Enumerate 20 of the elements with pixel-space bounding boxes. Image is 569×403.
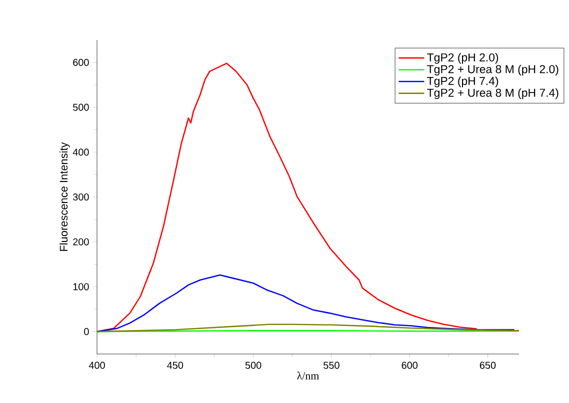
x-axis-title: λ/nm bbox=[297, 372, 320, 380]
x-tick-label: 400 bbox=[88, 362, 105, 369]
y-axis-title: Fluorescence Intensity bbox=[60, 142, 70, 251]
y-tick-label: 0 bbox=[84, 328, 89, 336]
y-tick-label: 200 bbox=[73, 238, 89, 246]
y-tick-label: 500 bbox=[73, 104, 89, 111]
legend-label: TgP2 + Urea 8 M (pH 2.0) bbox=[427, 64, 558, 76]
x-tick-label: 550 bbox=[324, 362, 340, 369]
y-tick-label: 400 bbox=[72, 148, 89, 156]
legend-label: TgP2 + Urea 8 M (pH 7.4) bbox=[427, 88, 558, 100]
x-tick-label: 650 bbox=[480, 362, 496, 369]
x-tick-label: 500 bbox=[245, 362, 262, 369]
legend-label: TgP2 (pH 2.0) bbox=[427, 53, 498, 64]
y-tick-label: 100 bbox=[73, 283, 89, 290]
line-series bbox=[97, 274, 515, 332]
x-tick-label: 600 bbox=[402, 362, 418, 369]
y-tick-label: 300 bbox=[72, 193, 89, 201]
legend-label: TgP2 (pH 7.4) bbox=[427, 76, 498, 88]
y-tick-label: 600 bbox=[73, 58, 89, 66]
x-tick-label: 450 bbox=[167, 362, 184, 369]
